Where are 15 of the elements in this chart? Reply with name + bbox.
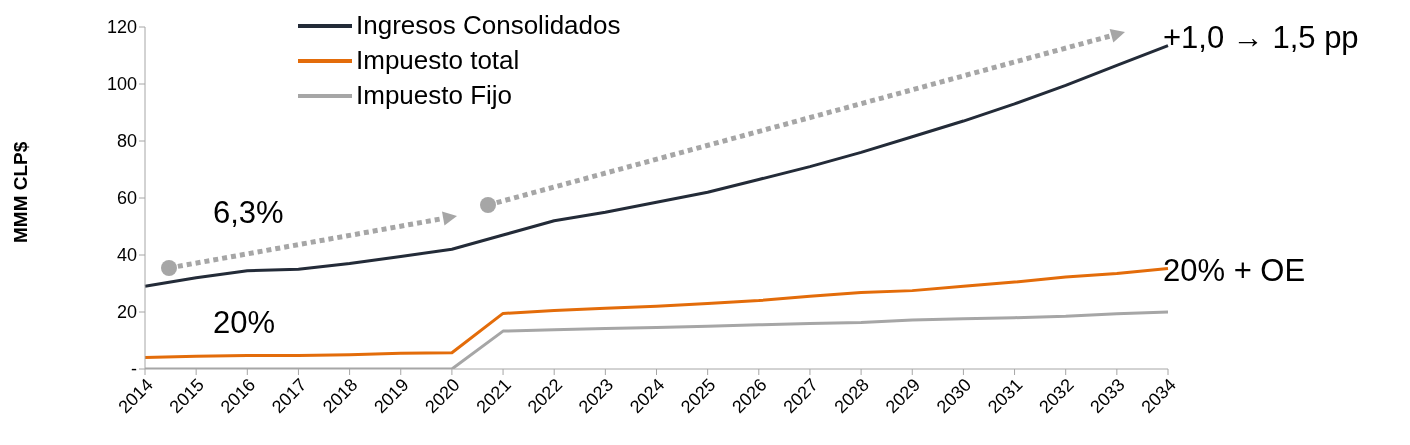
annotation: 6,3%	[213, 195, 284, 230]
legend-label: Ingresos Consolidados	[356, 9, 621, 42]
y-tick-label: 120	[106, 17, 137, 38]
annotation: +1,0 → 1,5 pp	[1163, 20, 1359, 55]
y-axis-title: MMM CLP$	[9, 141, 31, 243]
legend-label: Impuesto Fijo	[356, 79, 513, 112]
y-tick-label: 100	[106, 74, 137, 95]
annotation: 20% + OE	[1163, 253, 1306, 288]
annotation: 20%	[213, 305, 276, 340]
legend-label: Impuesto total	[356, 44, 520, 77]
y-tick-label: -	[131, 359, 137, 380]
y-tick-label: 40	[116, 245, 137, 266]
y-tick-label: 20	[116, 302, 137, 323]
y-tick-label: 60	[116, 188, 137, 209]
y-tick-label: 80	[116, 131, 137, 152]
